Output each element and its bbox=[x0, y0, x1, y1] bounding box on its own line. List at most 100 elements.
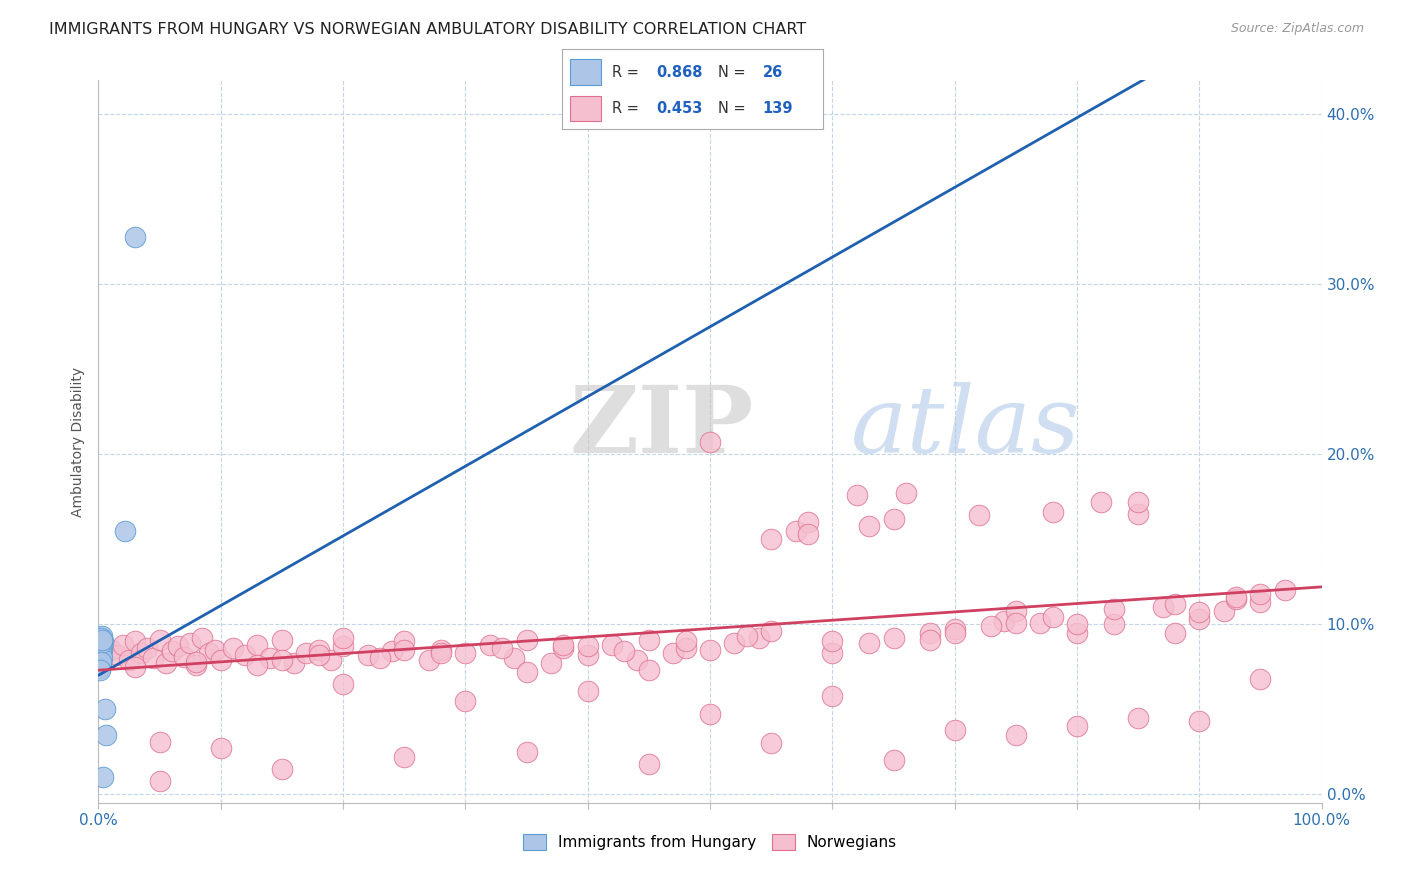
Point bbox=[1066, 625, 1088, 640]
Point bbox=[149, 773, 172, 788]
Point bbox=[503, 651, 526, 665]
Point bbox=[332, 640, 354, 654]
Point bbox=[124, 660, 146, 674]
Point bbox=[160, 644, 183, 658]
Point bbox=[270, 653, 294, 667]
Point bbox=[761, 736, 783, 750]
Point bbox=[308, 648, 330, 662]
Point bbox=[91, 640, 114, 654]
Point bbox=[1004, 615, 1026, 630]
Point bbox=[1042, 505, 1064, 519]
Point bbox=[90, 653, 112, 667]
Point bbox=[90, 657, 112, 671]
Point bbox=[197, 646, 219, 660]
Point bbox=[491, 641, 513, 656]
Point bbox=[283, 657, 305, 671]
Point bbox=[332, 677, 354, 691]
Point bbox=[1042, 610, 1064, 624]
Point bbox=[637, 632, 661, 647]
Point bbox=[1164, 625, 1187, 640]
Point bbox=[626, 653, 648, 667]
Point bbox=[1188, 714, 1211, 729]
Point bbox=[478, 638, 501, 652]
Point bbox=[675, 634, 697, 648]
Point bbox=[761, 533, 783, 547]
Point bbox=[699, 707, 721, 722]
Point bbox=[576, 640, 599, 654]
Point bbox=[89, 646, 111, 660]
Point bbox=[761, 624, 783, 639]
Point bbox=[91, 634, 114, 648]
Point bbox=[748, 631, 770, 645]
FancyBboxPatch shape bbox=[571, 60, 602, 86]
Y-axis label: Ambulatory Disability: Ambulatory Disability bbox=[72, 367, 86, 516]
Point bbox=[723, 636, 745, 650]
Point bbox=[454, 646, 477, 660]
Point bbox=[392, 642, 416, 657]
Point bbox=[91, 632, 114, 647]
Point bbox=[1152, 600, 1174, 615]
Point bbox=[270, 632, 294, 647]
Point bbox=[1066, 617, 1088, 632]
Point bbox=[91, 651, 114, 665]
Point bbox=[1164, 597, 1187, 611]
Point bbox=[894, 486, 917, 500]
Point bbox=[735, 629, 758, 643]
Point bbox=[1102, 602, 1125, 616]
Point bbox=[883, 753, 905, 767]
Point bbox=[91, 638, 114, 652]
Text: 0.453: 0.453 bbox=[657, 101, 703, 116]
Point bbox=[797, 516, 820, 530]
Point bbox=[142, 651, 165, 665]
Point bbox=[100, 642, 122, 657]
Point bbox=[308, 642, 330, 657]
Point bbox=[209, 653, 232, 667]
Point bbox=[204, 642, 226, 657]
Point bbox=[392, 634, 416, 648]
Point bbox=[553, 638, 575, 652]
Point bbox=[699, 642, 721, 657]
Point bbox=[785, 524, 807, 538]
Point bbox=[90, 636, 112, 650]
Point bbox=[149, 734, 172, 748]
Point bbox=[1225, 591, 1247, 606]
Point bbox=[89, 648, 111, 662]
Point bbox=[90, 649, 112, 664]
Point bbox=[1188, 612, 1211, 626]
Point bbox=[89, 658, 111, 673]
Point bbox=[186, 658, 208, 673]
Point bbox=[295, 646, 318, 660]
Point bbox=[943, 723, 966, 737]
Point bbox=[845, 488, 868, 502]
Point bbox=[515, 632, 537, 647]
Point bbox=[858, 518, 880, 533]
Point bbox=[1004, 604, 1026, 618]
Point bbox=[1249, 587, 1271, 601]
Point bbox=[1249, 672, 1271, 686]
Point bbox=[90, 655, 112, 669]
Text: N =: N = bbox=[718, 101, 751, 116]
Text: atlas: atlas bbox=[851, 382, 1080, 472]
Point bbox=[90, 644, 112, 658]
Point bbox=[173, 649, 195, 664]
Text: 0.868: 0.868 bbox=[657, 65, 703, 80]
Point bbox=[89, 660, 111, 674]
Point bbox=[576, 648, 599, 662]
Point bbox=[167, 640, 190, 654]
Point bbox=[186, 655, 208, 669]
Point bbox=[515, 745, 537, 759]
Point bbox=[883, 512, 905, 526]
Text: ZIP: ZIP bbox=[569, 382, 754, 472]
Point bbox=[155, 657, 177, 671]
Point bbox=[1102, 617, 1125, 632]
Point bbox=[637, 756, 661, 771]
Point bbox=[1029, 615, 1052, 630]
Point bbox=[124, 634, 146, 648]
Text: 26: 26 bbox=[762, 65, 783, 80]
Point bbox=[332, 631, 354, 645]
Point bbox=[90, 641, 112, 656]
Legend: Immigrants from Hungary, Norwegians: Immigrants from Hungary, Norwegians bbox=[517, 829, 903, 856]
Point bbox=[118, 653, 141, 667]
Point bbox=[418, 653, 440, 667]
Point bbox=[149, 632, 172, 647]
